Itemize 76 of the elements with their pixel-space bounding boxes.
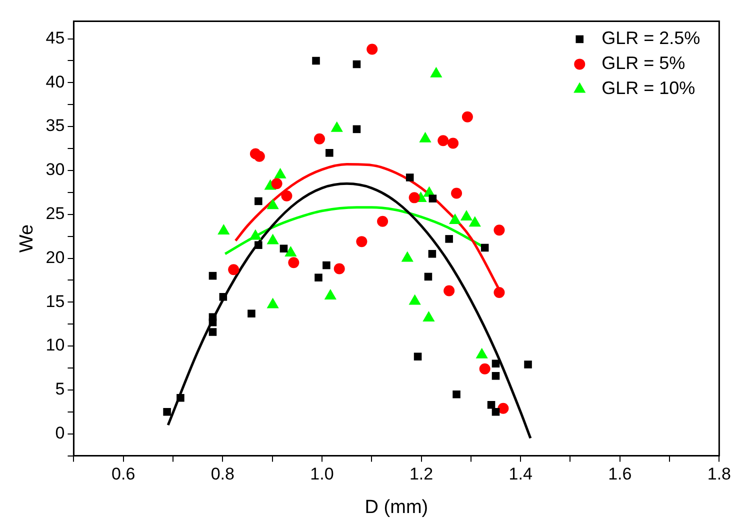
point (438, 135, 449, 146)
point (280, 244, 288, 252)
point (208, 328, 217, 336)
point (352, 60, 361, 68)
point (492, 360, 500, 368)
point (176, 394, 184, 402)
point (288, 257, 300, 268)
point (492, 408, 500, 416)
y-tick-label: 5 (55, 380, 65, 399)
point (254, 241, 262, 249)
point (445, 235, 453, 243)
point (487, 400, 496, 409)
point (324, 289, 336, 300)
point (334, 263, 345, 274)
x-tick-label: 1.8 (707, 464, 732, 484)
line-series (166, 182, 532, 440)
point (424, 272, 432, 281)
point (271, 178, 282, 190)
point (254, 197, 262, 206)
y-tick-label: 45 (46, 28, 65, 48)
point (468, 216, 481, 227)
point (408, 192, 420, 204)
point (462, 111, 473, 122)
x-tick-label: 0.6 (112, 464, 136, 484)
point (480, 244, 489, 252)
x-tick-label: 0.8 (210, 464, 234, 484)
y-tick-label: 0 (55, 424, 65, 443)
y-axis-title: We (16, 224, 38, 253)
legend-label: GLR = 10% (602, 78, 696, 98)
point (208, 318, 217, 326)
y-tick-label: 40 (46, 72, 65, 92)
legend-label: GLR = 2.5% (602, 28, 700, 48)
point (312, 56, 320, 65)
y-tick-label: 30 (46, 160, 65, 180)
point (428, 194, 437, 202)
point (494, 224, 505, 236)
point (326, 149, 334, 157)
y-tick-label: 10 (46, 336, 65, 355)
x-tick-label: 1.0 (310, 464, 334, 484)
x-tick-label: 1.2 (409, 464, 434, 484)
point (228, 264, 240, 276)
point (448, 138, 459, 149)
legend-label: GLR = 5% (602, 53, 686, 74)
point (524, 360, 532, 368)
point (314, 274, 322, 282)
point (406, 174, 414, 182)
point (494, 286, 505, 298)
point (444, 285, 455, 296)
point (266, 198, 279, 210)
point (163, 408, 171, 416)
y-tick-label: 35 (46, 116, 65, 136)
point (498, 402, 509, 414)
point (254, 150, 265, 162)
point (208, 272, 217, 280)
point (451, 188, 462, 199)
point (492, 372, 500, 380)
point (366, 44, 378, 55)
point (281, 190, 292, 202)
y-tick-label: 15 (46, 292, 65, 311)
point (479, 363, 490, 374)
point (452, 390, 460, 398)
point (322, 261, 330, 270)
point (248, 310, 256, 318)
point (218, 224, 230, 235)
point (428, 250, 436, 258)
point (377, 216, 388, 227)
point (219, 292, 228, 301)
x-axis-title: D (mm) (364, 496, 428, 518)
y-tick-label: 25 (46, 204, 65, 224)
point (352, 125, 361, 134)
point (414, 352, 422, 360)
point (356, 236, 368, 248)
x-tick-label: 1.6 (608, 464, 632, 484)
y-tick-label: 20 (46, 248, 65, 267)
x-tick-label: 1.4 (508, 464, 532, 484)
point (314, 133, 325, 144)
